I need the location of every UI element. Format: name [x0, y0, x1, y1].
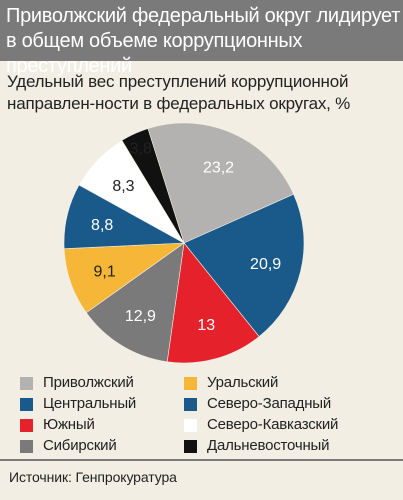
slice-value-label: 23,2 — [203, 159, 234, 176]
legend-item: Сибирский — [20, 436, 117, 456]
legend-swatch — [20, 376, 33, 390]
legend-label: Северо-Западный — [207, 395, 332, 412]
chart-title: Приволжский федеральный округ лидирует в… — [6, 5, 401, 77]
legend-swatch — [184, 418, 197, 432]
legend-item: Северо-Кавказский — [184, 415, 338, 435]
legend-item: Центральный — [20, 394, 136, 414]
legend-label: Центральный — [43, 395, 137, 412]
legend-item: Уральский — [184, 373, 278, 393]
legend-label: Дальневосточный — [207, 437, 330, 454]
pie-slice — [147, 122, 295, 244]
legend-item: Южный — [20, 415, 95, 435]
pie-slice — [183, 193, 305, 338]
legend-swatch — [184, 376, 197, 390]
legend-swatch — [184, 439, 197, 453]
slice-value-label: 3,8 — [130, 140, 152, 157]
slice-value-label: 12,9 — [125, 308, 156, 325]
pie-slice — [166, 242, 260, 364]
title-banner: Приволжский федеральный округ лидирует в… — [0, 0, 403, 77]
pie-slice — [121, 128, 185, 244]
slice-value-label: 9,1 — [94, 264, 116, 281]
legend-swatch — [20, 418, 33, 432]
legend-label: Уральский — [207, 374, 279, 391]
legend-swatch — [20, 439, 33, 453]
legend-item: Северо-Западный — [184, 394, 331, 414]
legend-item: Приволжский — [20, 373, 134, 393]
pie-slice — [85, 242, 185, 363]
slice-value-label: 8,8 — [91, 217, 113, 234]
pie-chart: 23,2 20,9 13 12,9 9,1 8,8 8,3 3,8 — [63, 122, 305, 364]
source-note: Источник: Генпрокуратура — [9, 469, 177, 485]
legend-swatch — [20, 397, 33, 411]
legend-label: Южный — [43, 416, 95, 433]
legend-label: Сибирский — [43, 437, 117, 454]
legend-label: Северо-Кавказский — [207, 416, 339, 433]
legend-swatch — [184, 397, 197, 411]
legend-item: Дальневосточный — [184, 436, 330, 456]
divider — [0, 459, 403, 461]
slice-value-label: 8,3 — [112, 178, 134, 195]
legend: Приволжский Центральный Южный Сибирский Урал… — [0, 369, 403, 459]
chart-subtitle: Удельный вес преступлений коррупционной … — [7, 72, 351, 113]
slice-value-label: 13 — [197, 317, 215, 334]
legend-label: Приволжский — [43, 374, 134, 391]
slice-value-label: 20,9 — [250, 256, 281, 273]
